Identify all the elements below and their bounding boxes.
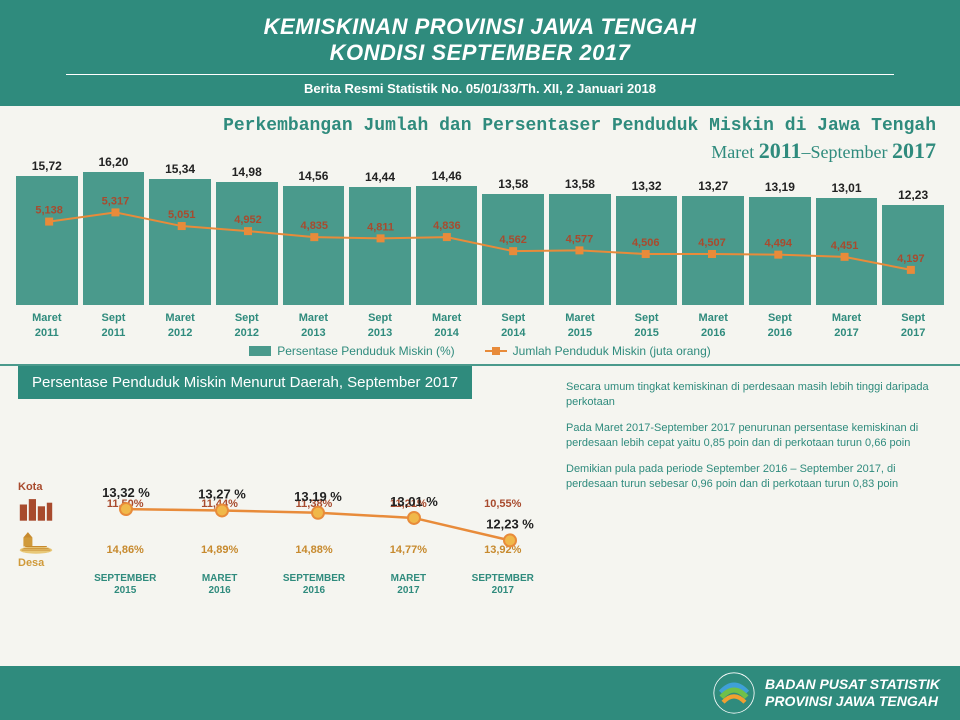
note-3: Demikian pula pada periode September 201… xyxy=(566,462,948,493)
bar-column: 13,19Sept2016 xyxy=(749,180,811,340)
note-1: Secara umum tingkat kemiskinan di perdes… xyxy=(566,380,948,411)
lower-section: Persentase Penduduk Miskin Menurut Daera… xyxy=(0,366,960,681)
svg-text:13,27 %: 13,27 % xyxy=(198,486,246,501)
svg-text:13,19 %: 13,19 % xyxy=(294,489,342,504)
chart-title-line2: Maret 2011–September 2017 xyxy=(24,138,936,164)
bps-logo-icon xyxy=(713,672,755,714)
chart-legend: Persentase Penduduk Miskin (%) Jumlah Pe… xyxy=(16,344,944,358)
svg-text:13,32 %: 13,32 % xyxy=(102,485,150,500)
bar-column: 14,56Maret2013 xyxy=(283,169,345,340)
period-label: SEPTEMBER2015 xyxy=(78,573,172,597)
svg-text:13,01 %: 13,01 % xyxy=(390,494,438,509)
footer: BADAN PUSAT STATISTIK PROVINSI JAWA TENG… xyxy=(0,666,960,720)
bar-column: 13,58Maret2015 xyxy=(549,177,611,340)
header: KEMISKINAN PROVINSI JAWA TENGAH KONDISI … xyxy=(0,0,960,106)
header-subtitle: Berita Resmi Statistik No. 05/01/33/Th. … xyxy=(20,81,940,96)
period-label: SEPTEMBER2017 xyxy=(456,573,550,597)
bar-column: 13,58Sept2014 xyxy=(482,177,544,340)
chart-title-line1: Perkembangan Jumlah dan Persentaser Pend… xyxy=(24,116,936,136)
bar-column: 12,23Sept2017 xyxy=(882,188,944,340)
notes: Secara umum tingkat kemiskinan di perdes… xyxy=(560,366,960,681)
bar-column: 13,32Sept2015 xyxy=(616,179,678,340)
note-2: Pada Maret 2017-September 2017 penurunan… xyxy=(566,421,948,452)
bar-column: 14,46Maret2014 xyxy=(416,169,478,340)
area-chart-block: Persentase Penduduk Miskin Menurut Daera… xyxy=(0,366,560,681)
svg-text:12,23 %: 12,23 % xyxy=(486,516,534,531)
bar-column: 15,34Maret2012 xyxy=(149,162,211,340)
section2-title: Persentase Penduduk Miskin Menurut Daera… xyxy=(18,366,472,399)
total-line-chart: 13,32 % 13,27 % 13,19 % 13,01 % 12,23 % xyxy=(78,481,558,561)
period-label: MARET2017 xyxy=(361,573,455,597)
title-line1: KEMISKINAN PROVINSI JAWA TENGAH xyxy=(20,14,940,40)
header-divider xyxy=(66,74,894,75)
legend-line: Jumlah Penduduk Miskin (juta orang) xyxy=(485,344,711,358)
bar-line-chart: 15,72Maret201116,20Sept201115,34Maret201… xyxy=(0,166,960,358)
bar-column: 13,27Maret2016 xyxy=(682,179,744,340)
title-line2: KONDISI SEPTEMBER 2017 xyxy=(20,40,940,66)
city-icon xyxy=(18,495,54,523)
footer-text: BADAN PUSAT STATISTIK PROVINSI JAWA TENG… xyxy=(765,676,940,710)
bar-column: 14,44Sept2013 xyxy=(349,170,411,341)
bar-column: 15,72Maret2011 xyxy=(16,159,78,340)
bar-column: 16,20Sept2011 xyxy=(83,155,145,340)
bar-column: 13,01Maret2017 xyxy=(816,181,878,340)
period-label: SEPTEMBER2016 xyxy=(267,573,361,597)
legend-bar: Persentase Penduduk Miskin (%) xyxy=(249,344,454,358)
farm-icon xyxy=(18,530,54,554)
bar-column: 14,98Sept2012 xyxy=(216,165,278,340)
period-label: MARET2016 xyxy=(172,573,266,597)
